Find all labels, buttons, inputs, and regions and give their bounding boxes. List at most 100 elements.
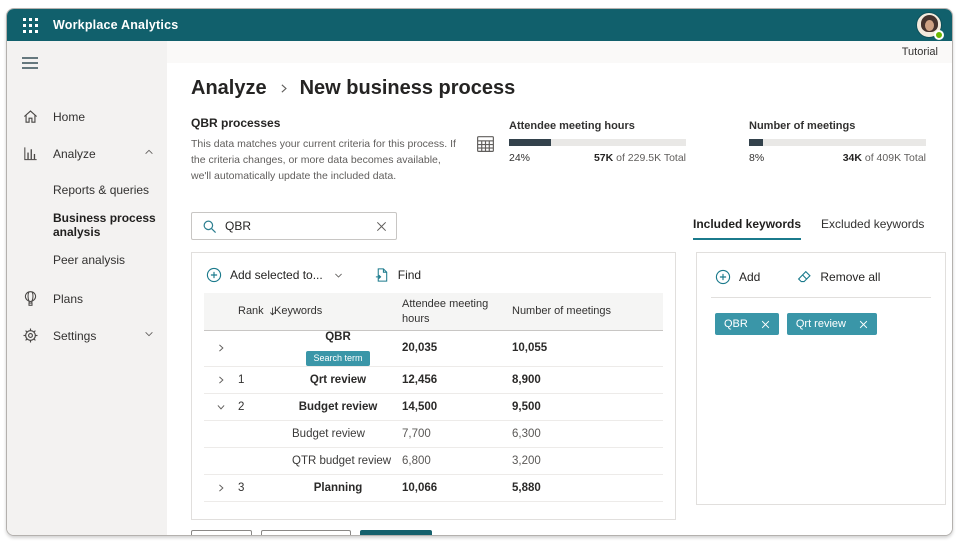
breadcrumb-section[interactable]: Analyze	[191, 77, 267, 99]
page-title: New business process	[299, 77, 516, 99]
meetings-cell: 6,300	[512, 427, 541, 440]
add-circle-icon	[206, 267, 222, 283]
collapse-chevron-down-icon[interactable]	[204, 402, 238, 412]
sidebar-item-peer-analysis[interactable]: Peer analysis	[7, 242, 167, 277]
sidebar-item-label: Analyze	[53, 146, 96, 161]
sidebar-item-analyze[interactable]: Analyze	[7, 135, 167, 172]
attendee-hours-cell: 7,700	[402, 427, 431, 440]
summary-title: QBR processes	[191, 116, 281, 130]
rank-cell: 2	[238, 400, 245, 413]
sidebar-item-label: Peer analysis	[53, 252, 126, 267]
table-subrow[interactable]: Budget review 7,700 6,300	[204, 421, 663, 448]
rank-cell: 3	[238, 481, 245, 494]
table-row[interactable]: 1 Qrt review 12,456 8,900	[204, 367, 663, 394]
search-term-badge: Search term	[306, 350, 370, 366]
meetings-cell: 5,880	[512, 481, 663, 494]
sidebar-item-label: Home	[53, 109, 86, 124]
column-keywords[interactable]: Keywords	[274, 305, 323, 318]
progress-track	[749, 139, 926, 146]
find-label: Find	[397, 268, 422, 283]
search-icon	[202, 219, 217, 234]
find-document-icon	[374, 267, 390, 283]
divider	[711, 297, 931, 299]
metric-attendee-meeting-hours: Attendee meeting hours 24% 57K of 229.5K…	[509, 120, 686, 164]
tutorial-link[interactable]: Tutorial	[901, 46, 938, 58]
column-rank[interactable]: Rank	[238, 305, 264, 318]
sidebar-item-reports-queries[interactable]: Reports & queries	[7, 172, 167, 207]
attendee-hours-cell: 12,456	[402, 373, 512, 386]
gear-icon	[22, 327, 40, 345]
eraser-icon	[796, 269, 812, 285]
remove-all-button[interactable]: Remove all	[796, 269, 880, 285]
progress-fill	[509, 139, 552, 146]
remove-chip-icon[interactable]	[859, 320, 868, 329]
keywords-table-card: Add selected to... Find	[191, 252, 676, 521]
table-header-row: Rank Keywords Attendee meeting hours Num…	[204, 293, 663, 331]
expand-chevron-right-icon[interactable]	[204, 375, 238, 385]
metric-percent: 24%	[509, 152, 531, 164]
utility-bar: Tutorial	[167, 41, 952, 63]
top-bar: Workplace Analytics	[7, 9, 952, 41]
home-icon	[22, 108, 40, 126]
column-attendee-meeting-hours[interactable]: Attendee meeting hours	[402, 298, 489, 325]
sidebar-item-home[interactable]: Home	[7, 98, 167, 135]
search-input[interactable]	[217, 219, 375, 234]
sidebar-item-business-process-analysis[interactable]: Business process analysis	[7, 207, 167, 242]
keyword-cell: QBR	[325, 330, 351, 343]
submit-button[interactable]: Submit	[359, 530, 433, 535]
meetings-cell: 8,900	[512, 373, 663, 386]
table-row[interactable]: 2 Budget review 14,500 9,500	[204, 394, 663, 421]
save-draft-button[interactable]: Save draft	[260, 530, 351, 535]
sidebar-item-label: Business process analysis	[53, 210, 156, 239]
remove-all-label: Remove all	[820, 270, 881, 285]
metric-number-of-meetings: Number of meetings 8% 34K of 409K Total	[749, 120, 926, 164]
metric-label: Number of meetings	[749, 120, 856, 132]
meetings-cell: 3,200	[512, 454, 541, 467]
attendee-hours-cell: 6,800	[402, 454, 431, 467]
meetings-cell: 10,055	[512, 342, 663, 355]
sort-descending-icon	[267, 306, 278, 317]
sidebar-item-settings[interactable]: Settings	[7, 317, 167, 354]
keyword-cell: Planning	[274, 481, 402, 494]
expand-chevron-right-icon[interactable]	[204, 343, 238, 353]
metric-percent: 8%	[749, 152, 765, 164]
app-window: Workplace Analytics Home	[6, 8, 953, 536]
remove-chip-icon[interactable]	[761, 320, 770, 329]
metric-label: Attendee meeting hours	[509, 120, 635, 132]
footer-actions: Back Save draft Submit	[191, 530, 943, 535]
collapse-menu-button[interactable]	[7, 50, 167, 74]
chevron-up-icon[interactable]	[143, 146, 155, 161]
progress-fill	[749, 139, 764, 146]
chevron-down-icon	[333, 270, 344, 281]
table-subrow[interactable]: QTR budget review 6,800 3,200	[204, 448, 663, 475]
sidebar: Home Analyze Reports & queries Business …	[7, 41, 167, 535]
app-launcher-button[interactable]	[7, 9, 53, 41]
find-button[interactable]: Find	[374, 267, 421, 283]
add-keyword-button[interactable]: Add	[715, 269, 760, 285]
progress-track	[509, 139, 686, 146]
chevron-down-icon[interactable]	[143, 328, 155, 343]
avatar	[916, 12, 942, 38]
sidebar-item-label: Settings	[53, 328, 97, 343]
column-number-of-meetings[interactable]: Number of meetings	[512, 305, 612, 318]
chip-label: Qrt review	[795, 318, 846, 331]
back-button[interactable]: Back	[191, 530, 252, 535]
keyword-chip[interactable]: Qrt review	[786, 313, 877, 336]
summary-description: This data matches your current criteria …	[191, 138, 456, 182]
tab-excluded-keywords[interactable]: Excluded keywords	[821, 217, 925, 232]
expand-chevron-right-icon[interactable]	[204, 483, 238, 493]
user-avatar[interactable]	[916, 12, 944, 40]
add-selected-to-label: Add selected to...	[230, 268, 323, 283]
add-circle-icon	[715, 269, 731, 285]
sidebar-item-plans[interactable]: Plans	[7, 280, 167, 317]
clear-search-icon[interactable]	[375, 220, 388, 233]
keyword-search-box[interactable]	[191, 212, 397, 241]
calendar-icon	[475, 133, 496, 159]
table-row[interactable]: 3 Planning 10,066 5,880	[204, 475, 663, 502]
tab-included-keywords[interactable]: Included keywords	[693, 217, 802, 241]
table-row[interactable]: QBR Search term 20,035 10,055	[204, 330, 663, 367]
keyword-chip[interactable]: QBR	[715, 313, 779, 336]
keyword-cell: Budget review	[292, 427, 365, 440]
add-selected-to-button[interactable]: Add selected to...	[206, 267, 344, 283]
included-keywords-card: Add Remove all Q	[696, 252, 946, 506]
